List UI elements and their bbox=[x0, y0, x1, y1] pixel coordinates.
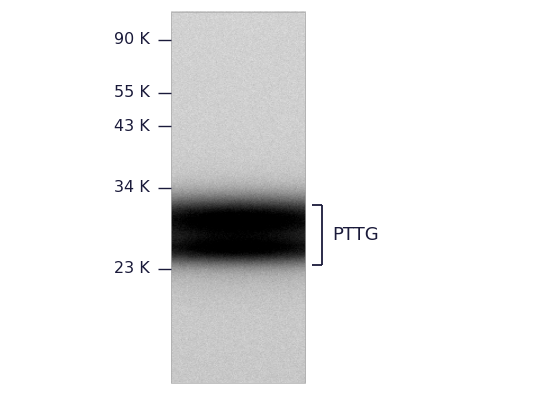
Text: 34 K: 34 K bbox=[114, 180, 150, 195]
Text: 43 K: 43 K bbox=[114, 119, 150, 134]
Text: 90 K: 90 K bbox=[114, 32, 150, 47]
Text: 55 K: 55 K bbox=[114, 85, 150, 100]
Text: 23 K: 23 K bbox=[114, 261, 150, 276]
Bar bbox=[171, 12, 305, 383]
Text: PTTG: PTTG bbox=[332, 226, 379, 244]
